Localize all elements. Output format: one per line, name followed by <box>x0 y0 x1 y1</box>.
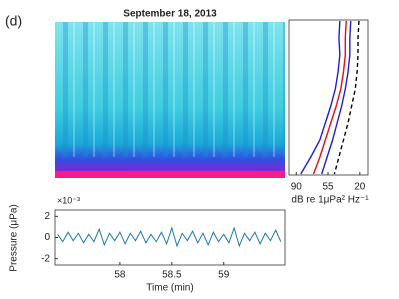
x-tick-label: 90 <box>291 182 303 193</box>
x-tick-label: 55 <box>322 182 334 193</box>
profile-line <box>321 20 352 175</box>
spectrogram-title: September 18, 2013 <box>123 9 217 20</box>
y-axis-label: Pressure (μPa) <box>9 204 20 271</box>
signal-line <box>57 226 282 248</box>
x-tick-label: 58.5 <box>162 270 182 281</box>
x-tick-label: 58 <box>114 270 126 281</box>
x-tick-label: 20 <box>354 182 366 193</box>
y-tick-label: -2 <box>41 253 50 264</box>
panel-label: (d) <box>5 13 22 29</box>
x-axis-label: Time (min) <box>146 283 193 294</box>
y-tick-label: 2 <box>44 211 50 222</box>
spectrogram-band <box>55 171 285 177</box>
y-tick-label: 0 <box>44 232 50 243</box>
profile-line <box>333 20 360 175</box>
multiplier: ×10⁻³ <box>57 195 80 205</box>
profile-line <box>300 20 341 175</box>
spectrogram <box>55 22 285 178</box>
profile-line <box>312 20 347 175</box>
profile-xlabel: dB re 1μPa² Hz⁻¹ <box>291 195 369 206</box>
spectrogram-texture <box>55 22 285 157</box>
timeseries-frame <box>54 209 286 266</box>
x-tick-label: 59 <box>218 270 230 281</box>
